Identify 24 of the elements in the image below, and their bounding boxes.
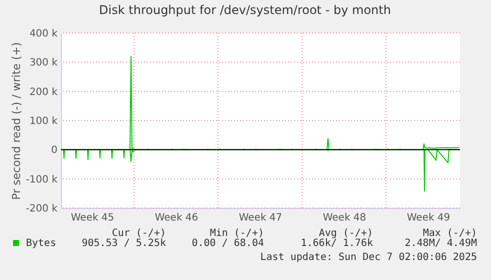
text: 905.53 / 5.25k [82, 238, 166, 249]
x-tick-label: Week 48 [322, 212, 366, 224]
text: 2.48M/ 4.49M [404, 238, 477, 249]
chart-title: Disk throughput for /dev/system/root - by month [99, 3, 391, 17]
x-tick-label: Week 45 [70, 212, 114, 224]
y-tick-label: 100 k [29, 116, 58, 127]
y-axis-title: Pr second read (-) / write (+) [10, 42, 23, 200]
x-tick-label: Week 47 [238, 212, 282, 224]
text: 0.00 / 68.04 [192, 238, 264, 249]
text: Min (-/+) [210, 228, 264, 239]
y-tick-label: 0 [51, 145, 58, 156]
y-tick-label: 400 k [29, 28, 58, 40]
y-tick-label: 200 k [29, 86, 58, 98]
y-tick-label: 300 k [29, 58, 58, 69]
text: Avg (-/+) [318, 228, 373, 239]
y-tick-label: -100 k [26, 174, 58, 186]
text: Max (-/+) [422, 228, 477, 239]
legend-label: Bytes [26, 238, 56, 249]
x-tick-label: Week 46 [154, 212, 198, 224]
x-tick-label: Week 49 [406, 212, 450, 224]
text: Last update: Sun Dec 7 02:00:06 2025 [260, 252, 477, 263]
y-tick-label: -200 k [26, 204, 58, 214]
text: Cur (-/+) [112, 228, 166, 239]
text: 1.66k/ 1.76k [300, 238, 373, 249]
